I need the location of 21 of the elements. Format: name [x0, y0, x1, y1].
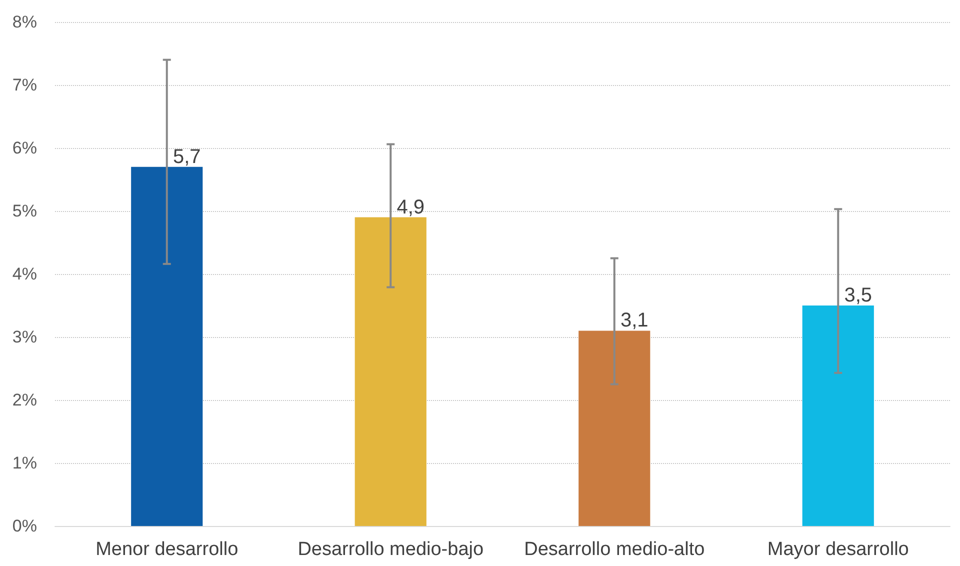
bar [578, 330, 650, 526]
y-tick-label: 1% [12, 454, 37, 472]
y-tick-label: 6% [12, 138, 37, 158]
y-tick-label: 5% [12, 202, 37, 220]
x-tick-label: Desarrollo medio-alto [524, 539, 705, 560]
y-tick-label: 2% [12, 390, 37, 410]
data-label: 3,5 [844, 284, 872, 306]
x-tick-label: Menor desarrollo [96, 539, 238, 560]
bar [131, 166, 203, 526]
data-label: 3,1 [620, 310, 648, 332]
y-tick-label: 0% [12, 516, 37, 536]
bar [802, 306, 874, 526]
data-label: 4,9 [396, 196, 425, 218]
x-tick-label: Mayor desarrollo [767, 539, 909, 560]
y-tick-label: 3% [12, 328, 37, 346]
x-tick-label: Desarrollo medio-bajo [298, 539, 484, 560]
bar [354, 217, 426, 526]
y-tick-label: 7% [12, 76, 37, 94]
data-label: 5,7 [172, 146, 201, 168]
y-tick-label: 8% [12, 12, 37, 32]
y-tick-label: 4% [12, 264, 37, 284]
